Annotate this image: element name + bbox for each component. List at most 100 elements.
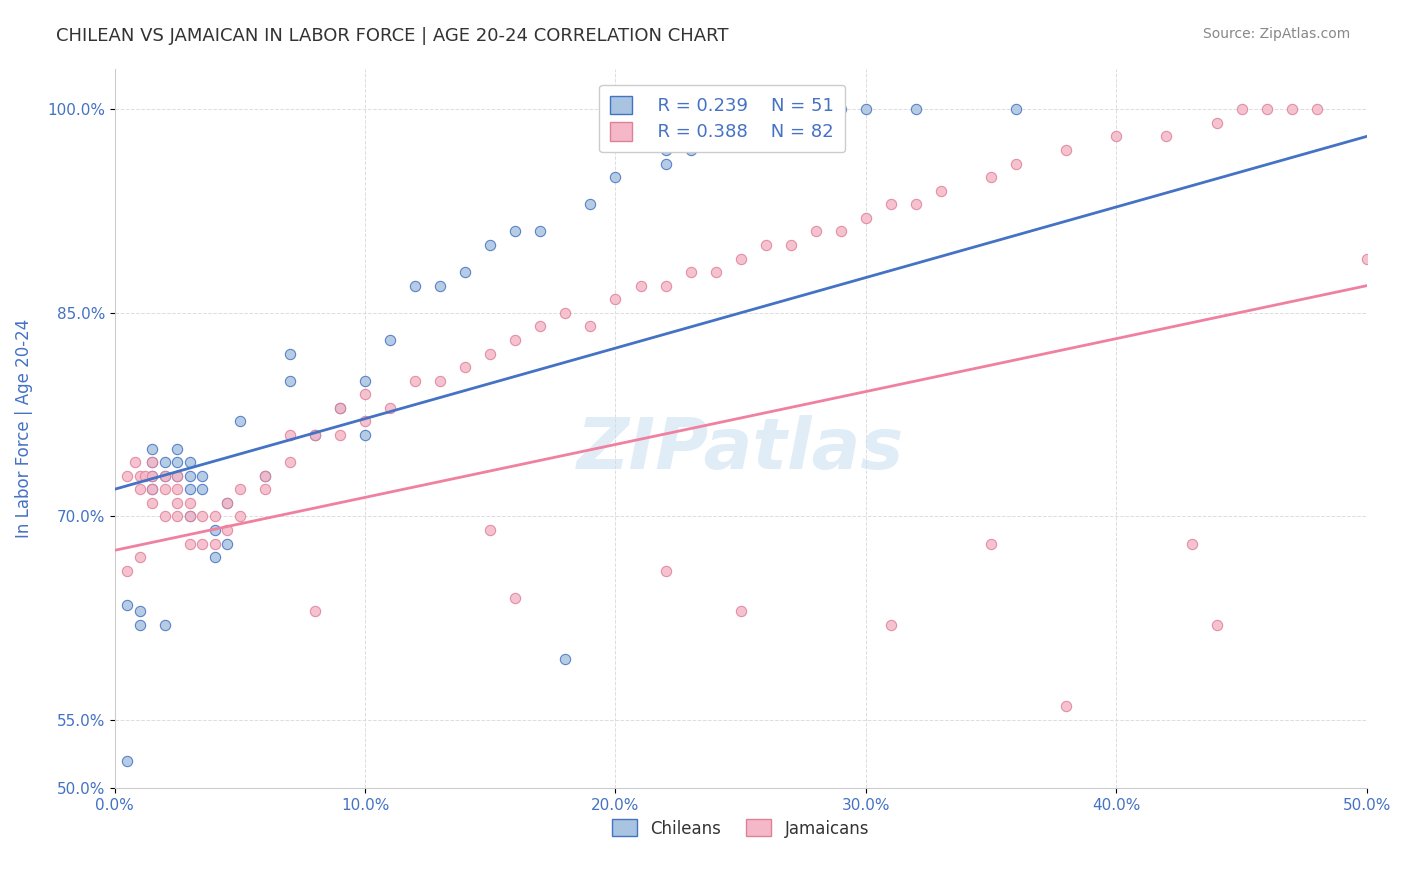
Point [128, 468, 150, 483]
Point [404, 374, 426, 388]
Point [429, 278, 451, 293]
Point [704, 265, 727, 279]
Point [166, 509, 188, 524]
Point [229, 509, 252, 524]
Point [454, 265, 477, 279]
Point [166, 496, 188, 510]
Point [1306, 102, 1329, 116]
Point [579, 319, 602, 334]
Point [141, 468, 163, 483]
Point [141, 496, 163, 510]
Point [141, 482, 163, 496]
Point [191, 509, 214, 524]
Point [204, 509, 226, 524]
Point [980, 170, 1002, 185]
Point [166, 455, 188, 469]
Point [141, 442, 163, 456]
Point [329, 428, 352, 442]
Point [204, 523, 226, 537]
Point [454, 360, 477, 375]
Point [1180, 536, 1202, 550]
Point [304, 428, 326, 442]
Point [128, 550, 150, 565]
Point [730, 129, 752, 144]
Point [1205, 618, 1227, 632]
Point [141, 482, 163, 496]
Point [1005, 156, 1028, 170]
Point [630, 278, 652, 293]
Point [153, 509, 176, 524]
Point [679, 143, 702, 157]
Point [329, 401, 352, 415]
Point [505, 224, 527, 238]
Point [204, 536, 226, 550]
Point [115, 468, 138, 483]
Point [304, 428, 326, 442]
Point [605, 170, 627, 185]
Point [505, 333, 527, 347]
Point [153, 618, 176, 632]
Text: Source: ZipAtlas.com: Source: ZipAtlas.com [1202, 27, 1350, 41]
Point [153, 482, 176, 496]
Point [217, 523, 239, 537]
Point [191, 468, 214, 483]
Point [141, 468, 163, 483]
Point [217, 536, 239, 550]
Point [124, 455, 146, 469]
Point [378, 333, 401, 347]
Point [429, 374, 451, 388]
Point [166, 468, 188, 483]
Point [730, 604, 752, 618]
Point [153, 468, 176, 483]
Point [505, 591, 527, 605]
Point [141, 455, 163, 469]
Point [128, 604, 150, 618]
Point [1156, 129, 1178, 144]
Point [880, 618, 903, 632]
Point [579, 197, 602, 211]
Point [253, 468, 276, 483]
Point [153, 455, 176, 469]
Point [179, 509, 201, 524]
Point [804, 224, 827, 238]
Point [529, 224, 551, 238]
Point [905, 197, 928, 211]
Text: CHILEAN VS JAMAICAN IN LABOR FORCE | AGE 20-24 CORRELATION CHART: CHILEAN VS JAMAICAN IN LABOR FORCE | AGE… [56, 27, 728, 45]
Point [479, 238, 502, 252]
Text: ZIPatlas: ZIPatlas [576, 416, 904, 484]
Point [179, 468, 201, 483]
Point [153, 468, 176, 483]
Point [1205, 116, 1227, 130]
Legend: Chileans, Jamaicans: Chileans, Jamaicans [606, 813, 876, 844]
Point [115, 564, 138, 578]
Point [253, 482, 276, 496]
Point [329, 401, 352, 415]
Point [554, 652, 576, 666]
Y-axis label: In Labor Force | Age 20-24: In Labor Force | Age 20-24 [15, 318, 32, 538]
Point [191, 482, 214, 496]
Point [278, 428, 301, 442]
Point [217, 496, 239, 510]
Point [654, 564, 676, 578]
Point [830, 102, 852, 116]
Point [779, 238, 801, 252]
Point [166, 482, 188, 496]
Point [278, 455, 301, 469]
Point [479, 346, 502, 360]
Point [830, 224, 852, 238]
Point [115, 754, 138, 768]
Point [554, 306, 576, 320]
Point [929, 184, 952, 198]
Point [654, 143, 676, 157]
Point [278, 346, 301, 360]
Point [755, 116, 778, 130]
Point [1054, 143, 1077, 157]
Point [278, 374, 301, 388]
Point [253, 468, 276, 483]
Point [404, 278, 426, 293]
Point [905, 102, 928, 116]
Point [128, 618, 150, 632]
Point [229, 482, 252, 496]
Point [191, 536, 214, 550]
Point [166, 468, 188, 483]
